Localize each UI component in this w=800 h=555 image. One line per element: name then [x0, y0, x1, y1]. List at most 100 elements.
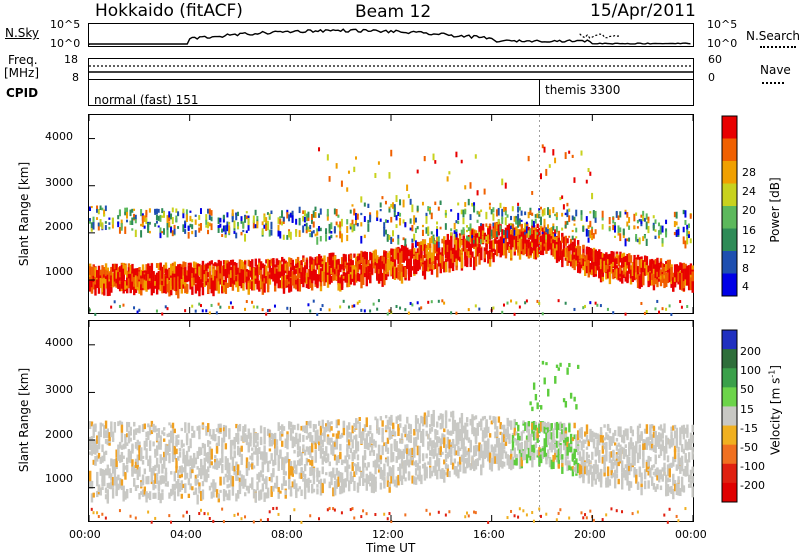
velocity-cell — [508, 420, 511, 427]
power-cell — [155, 220, 158, 224]
velocity-cell — [309, 467, 312, 477]
power-cell — [492, 252, 495, 263]
velocity-cell — [203, 463, 206, 474]
velocity-cell — [238, 485, 242, 492]
power-cell — [228, 274, 231, 287]
power-cell — [601, 261, 605, 270]
power-cell — [539, 246, 543, 256]
velocity-cell — [177, 492, 180, 497]
power-cell — [488, 252, 492, 267]
velocity-cell — [168, 447, 171, 452]
velocity-cell — [147, 431, 150, 436]
velocity-cell — [476, 423, 479, 429]
velocity-cell — [282, 457, 286, 466]
velocity-cell — [268, 477, 272, 482]
power-cell — [314, 233, 317, 237]
velocity-cell — [392, 428, 395, 436]
power-cell — [561, 227, 564, 231]
power-cell — [502, 229, 505, 235]
velocity-cell — [226, 470, 229, 474]
velocity-cell — [288, 481, 291, 490]
power-cell — [291, 263, 294, 271]
velocity-cell — [307, 446, 310, 455]
velocity-cell — [545, 432, 548, 440]
power-cell — [624, 211, 627, 215]
power-cell — [145, 271, 148, 281]
velocity-cell — [481, 416, 485, 421]
power-cell — [240, 269, 243, 279]
velocity-cell — [330, 475, 333, 486]
velocity-cell — [464, 466, 467, 474]
power-cell — [279, 271, 282, 278]
velocity-cell — [323, 478, 326, 484]
velocity-cell — [212, 433, 215, 441]
velocity-cell — [332, 467, 335, 478]
power-cell — [635, 259, 638, 271]
power-cell — [263, 280, 266, 293]
power-cell — [342, 299, 345, 303]
velocity-cell — [383, 480, 386, 489]
power-cell — [159, 278, 162, 292]
power-cell — [582, 245, 585, 256]
power-cell — [414, 227, 417, 233]
power-cell — [591, 263, 594, 276]
power-cell — [184, 221, 187, 229]
velocity-cell — [406, 448, 409, 455]
velocity-cell — [275, 475, 279, 485]
velocity-cell — [325, 423, 328, 427]
power-cell — [643, 258, 647, 272]
power-cell — [111, 217, 114, 225]
velocity-cell — [497, 457, 501, 463]
power-cell — [406, 261, 409, 266]
power-cell — [474, 243, 478, 257]
velocity-cell — [485, 426, 488, 438]
velocity-cell — [458, 465, 462, 472]
velocity-cell — [326, 453, 330, 462]
power-cell — [584, 263, 587, 277]
power-cell — [281, 256, 284, 262]
power-cell — [531, 227, 534, 235]
velocity-cell — [321, 448, 324, 455]
power-cell — [217, 263, 221, 274]
velocity-cell — [259, 470, 263, 478]
power-cell — [247, 282, 250, 295]
velocity-cell — [184, 458, 187, 470]
velocity-cell — [467, 459, 471, 468]
power-cell — [510, 225, 513, 229]
power-cell — [548, 215, 551, 218]
velocity-cell — [381, 436, 384, 443]
power-cell — [492, 228, 495, 238]
power-cell — [642, 210, 645, 218]
power-cell — [624, 209, 627, 214]
velocity-cell — [318, 517, 321, 521]
power-cell — [226, 221, 229, 225]
velocity-cell — [395, 441, 398, 450]
velocity-cell — [363, 424, 367, 432]
velocity-cell — [288, 468, 291, 479]
velocity-cell — [205, 428, 208, 436]
velocity-cell — [214, 463, 217, 470]
velocity-cell — [201, 442, 205, 449]
velocity-cell — [499, 442, 502, 453]
power-cell — [539, 206, 542, 210]
power-cell — [628, 217, 631, 223]
power-cell — [349, 266, 353, 278]
velocity-cell — [155, 476, 159, 485]
power-cell — [573, 216, 576, 221]
velocity-cell — [414, 477, 418, 485]
power-cell — [469, 182, 472, 189]
power-cell — [335, 208, 338, 217]
power-cell — [337, 224, 340, 228]
velocity-cell — [539, 421, 543, 432]
velocity-cell — [272, 507, 275, 511]
power-cell — [492, 239, 495, 249]
power-cell — [245, 276, 249, 290]
velocity-cell — [265, 482, 268, 490]
velocity-cell — [99, 468, 102, 474]
power-cell — [104, 221, 107, 224]
velocity-cell — [219, 476, 222, 486]
power-cell — [395, 215, 398, 219]
power-cell — [451, 253, 455, 263]
power-cell — [189, 223, 192, 228]
power-cell — [266, 271, 270, 283]
